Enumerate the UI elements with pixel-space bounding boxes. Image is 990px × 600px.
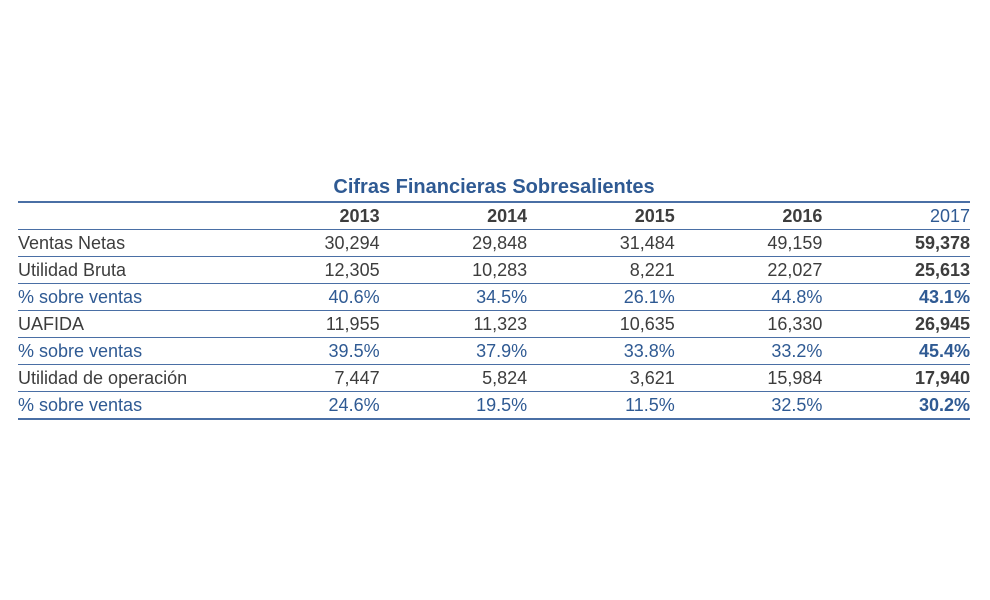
table-cell: 7,447	[232, 364, 380, 392]
column-header: 2016	[674, 203, 823, 230]
table-cell-highlight: 45.4%	[822, 337, 970, 365]
row-label: Ventas Netas	[18, 229, 232, 257]
column-header: 2013	[232, 203, 380, 230]
financial-summary-table: 2013 2014 2015 2016 2017 Ventas Netas 30…	[18, 203, 970, 420]
table-cell: 34.5%	[379, 283, 528, 311]
table-cell: 39.5%	[232, 337, 380, 365]
table-cell-highlight: 43.1%	[822, 283, 970, 311]
column-header: 2015	[527, 203, 675, 230]
table-cell-highlight: 30.2%	[822, 391, 970, 420]
table-cell-highlight: 26,945	[822, 310, 970, 338]
table-title: Cifras Financieras Sobresalientes	[333, 176, 655, 198]
table-cell: 32.5%	[674, 391, 823, 420]
table-cell: 33.8%	[527, 337, 675, 365]
row-label: Utilidad Bruta	[18, 256, 232, 284]
table-cell-highlight: 59,378	[822, 229, 970, 257]
table-cell: 29,848	[379, 229, 528, 257]
table-cell: 11.5%	[527, 391, 675, 420]
table-cell: 19.5%	[379, 391, 528, 420]
table-row: Utilidad Bruta 12,305 10,283 8,221 22,02…	[18, 256, 970, 284]
table-row-percent: % sobre ventas 24.6% 19.5% 11.5% 32.5% 3…	[18, 391, 970, 420]
row-label: % sobre ventas	[18, 283, 232, 311]
column-header-highlight: 2017	[822, 203, 970, 230]
table-row: Utilidad de operación 7,447 5,824 3,621 …	[18, 364, 970, 392]
column-header: 2014	[379, 203, 528, 230]
table-cell: 12,305	[232, 256, 380, 284]
table-row-percent: % sobre ventas 40.6% 34.5% 26.1% 44.8% 4…	[18, 283, 970, 311]
row-label: Utilidad de operación	[18, 364, 232, 392]
table-cell: 5,824	[379, 364, 528, 392]
row-label: % sobre ventas	[18, 391, 232, 420]
table-row: Ventas Netas 30,294 29,848 31,484 49,159…	[18, 229, 970, 257]
table-cell: 3,621	[527, 364, 675, 392]
table-cell-highlight: 17,940	[822, 364, 970, 392]
header-label-cell	[18, 203, 232, 230]
table-cell: 33.2%	[674, 337, 823, 365]
financial-summary-table-block: Cifras Financieras Sobresalientes 2013 2…	[18, 173, 970, 420]
table-cell: 11,323	[379, 310, 528, 338]
table-cell-highlight: 25,613	[822, 256, 970, 284]
table-cell: 24.6%	[232, 391, 380, 420]
title-divider	[18, 201, 970, 203]
table-cell: 22,027	[674, 256, 823, 284]
row-label: UAFIDA	[18, 310, 232, 338]
table-cell: 37.9%	[379, 337, 528, 365]
table-cell: 40.6%	[232, 283, 380, 311]
table-cell: 10,635	[527, 310, 675, 338]
header-row: 2013 2014 2015 2016 2017	[18, 203, 970, 230]
table-row-percent: % sobre ventas 39.5% 37.9% 33.8% 33.2% 4…	[18, 337, 970, 365]
table-cell: 8,221	[527, 256, 675, 284]
table-cell: 15,984	[674, 364, 823, 392]
table-cell: 26.1%	[527, 283, 675, 311]
table-cell: 49,159	[674, 229, 823, 257]
table-row: UAFIDA 11,955 11,323 10,635 16,330 26,94…	[18, 310, 970, 338]
table-cell: 44.8%	[674, 283, 823, 311]
table-cell: 30,294	[232, 229, 380, 257]
table-cell: 31,484	[527, 229, 675, 257]
table-cell: 11,955	[232, 310, 380, 338]
table-cell: 10,283	[379, 256, 528, 284]
table-cell: 16,330	[674, 310, 823, 338]
row-label: % sobre ventas	[18, 337, 232, 365]
